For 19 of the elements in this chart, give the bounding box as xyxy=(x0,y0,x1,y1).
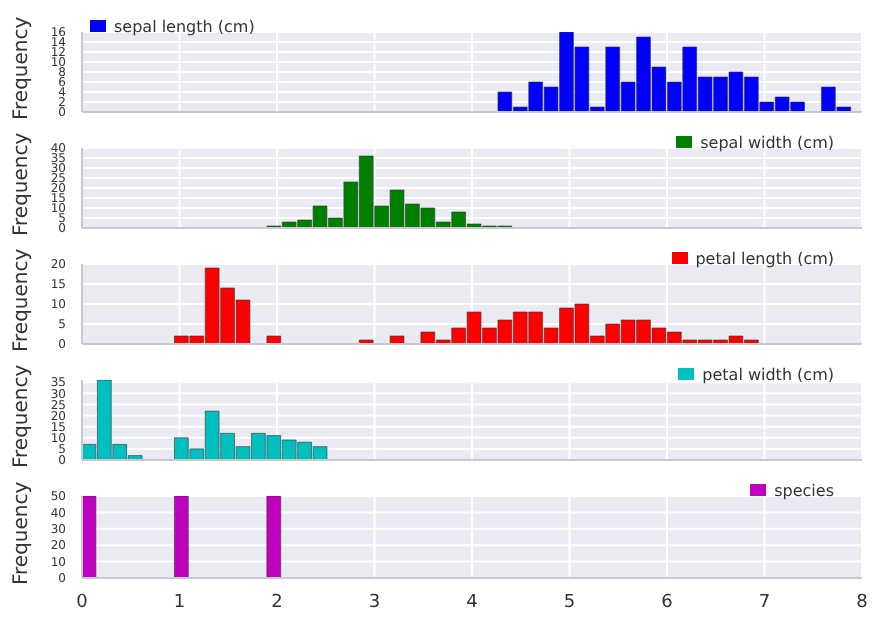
y-axis-title: Frequency xyxy=(11,248,34,352)
x-tick-label: 5 xyxy=(563,592,576,613)
legend-label: sepal length (cm) xyxy=(114,18,255,36)
x-tick-label: 1 xyxy=(173,592,186,613)
y-axis-title: Frequency xyxy=(11,481,34,585)
x-tick-label: 7 xyxy=(758,592,771,613)
y-axis-title: Frequency xyxy=(11,364,34,468)
legend-label: species xyxy=(774,482,834,500)
legend-label: sepal width (cm) xyxy=(700,134,834,152)
x-tick-label: 0 xyxy=(76,592,89,613)
x-tick-label: 8 xyxy=(856,592,869,613)
x-tick-label: 3 xyxy=(368,592,381,613)
y-axis-title: Frequency xyxy=(11,132,34,236)
legend-label: petal width (cm) xyxy=(702,366,834,384)
x-tick-label: 6 xyxy=(661,592,674,613)
legend-label: petal length (cm) xyxy=(695,250,834,268)
y-axis-title: Frequency xyxy=(11,16,34,120)
x-tick-label: 4 xyxy=(466,592,479,613)
x-tick-label: 2 xyxy=(271,592,283,613)
